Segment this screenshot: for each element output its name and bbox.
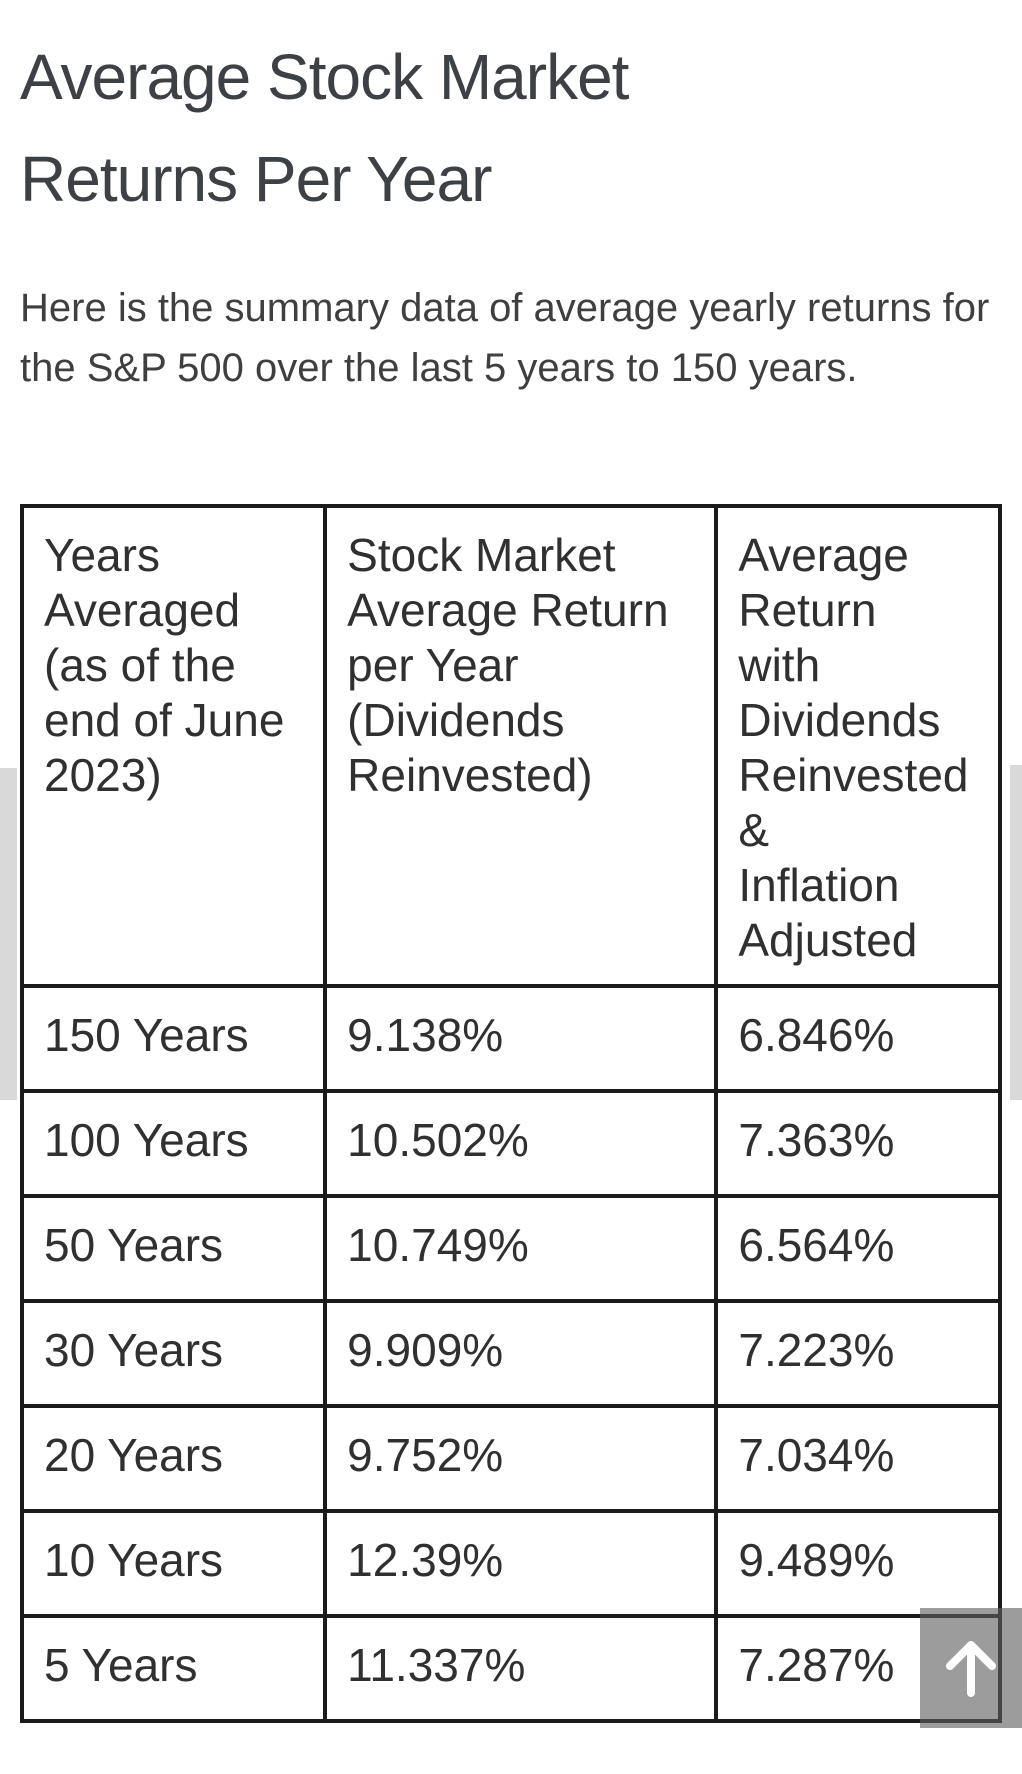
table-row: 10 Years 12.39% 9.489% (19, 1509, 1002, 1618)
cell-avg-return: 10.502% (323, 1089, 719, 1198)
header-average-return: Stock Market Average Return per Year (Di… (323, 504, 719, 988)
header-years-averaged: Years Averaged (as of the end of June 20… (19, 504, 328, 988)
cell-period: 20 Years (19, 1404, 328, 1513)
cell-avg-return: 9.909% (323, 1299, 719, 1408)
vertical-scrollbar-thumb[interactable] (1010, 765, 1022, 1100)
cell-avg-return: 10.749% (323, 1194, 719, 1303)
table-header-row: Years Averaged (as of the end of June 20… (19, 504, 1002, 988)
cell-avg-return: 9.138% (323, 984, 719, 1093)
header-adjusted-return: Average Return with Dividends Reinvested… (714, 504, 1002, 988)
cell-period: 30 Years (19, 1299, 328, 1408)
cell-avg-return: 12.39% (323, 1509, 719, 1618)
scroll-indicator-left (0, 768, 17, 1100)
cell-adjusted-return: 7.034% (714, 1404, 1002, 1513)
cell-period: 100 Years (19, 1089, 328, 1198)
intro-paragraph: Here is the summary data of average year… (20, 286, 990, 390)
page-title: Average Stock Market Returns Per Year (20, 41, 629, 215)
cell-adjusted-return: 7.223% (714, 1299, 1002, 1408)
table-row: 30 Years 9.909% 7.223% (19, 1299, 1002, 1408)
table-row: 20 Years 9.752% 7.034% (19, 1404, 1002, 1513)
cell-period: 150 Years (19, 984, 328, 1093)
table-row: 150 Years 9.138% 6.846% (19, 984, 1002, 1093)
table-row: 100 Years 10.502% 7.363% (19, 1089, 1002, 1198)
back-to-top-button[interactable] (920, 1608, 1022, 1728)
cell-adjusted-return: 6.846% (714, 984, 1002, 1093)
cell-period: 50 Years (19, 1194, 328, 1303)
cell-adjusted-return: 9.489% (714, 1509, 1002, 1618)
article-content: Average Stock Market Returns Per Year He… (0, 26, 1022, 1723)
returns-table: Years Averaged (as of the end of June 20… (19, 504, 1002, 1723)
cell-period: 10 Years (19, 1509, 328, 1618)
table-row: 50 Years 10.749% 6.564% (19, 1194, 1002, 1303)
up-arrow-icon (942, 1637, 1000, 1699)
cell-avg-return: 11.337% (323, 1614, 719, 1723)
cell-period: 5 Years (19, 1614, 328, 1723)
cell-adjusted-return: 6.564% (714, 1194, 1002, 1303)
table-row: 5 Years 11.337% 7.287% (19, 1614, 1002, 1723)
cell-adjusted-return: 7.363% (714, 1089, 1002, 1198)
cell-avg-return: 9.752% (323, 1404, 719, 1513)
